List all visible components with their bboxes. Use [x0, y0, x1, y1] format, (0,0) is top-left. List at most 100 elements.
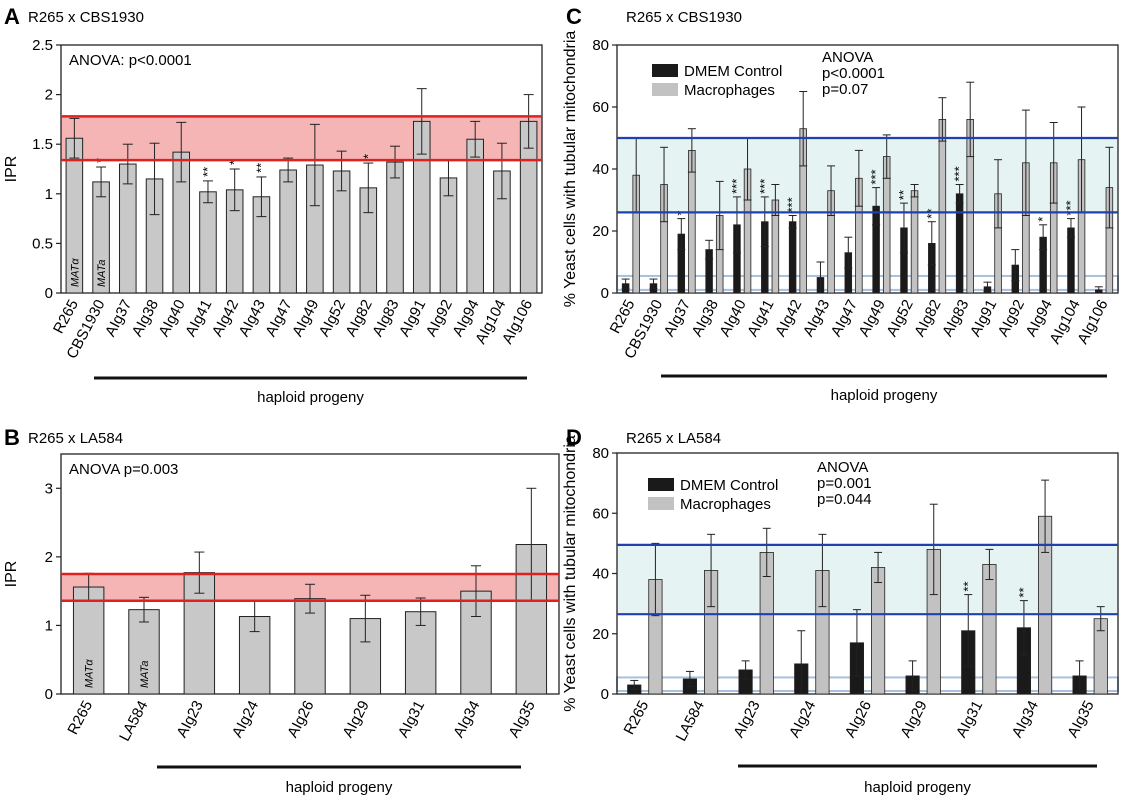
y-tick-label: 1 — [45, 617, 53, 634]
significance-mark: ** — [960, 581, 975, 591]
y-tick-label: 40 — [592, 161, 609, 178]
y-axis-label: % Yeast cells with tubular mitochondria — [562, 31, 579, 308]
bar-aig94 — [466, 138, 484, 294]
category-label: AIg91 — [967, 297, 1000, 340]
category-label: AIg37 — [661, 297, 694, 340]
anova-annotation: ANOVA — [817, 459, 868, 476]
category-label: AIg47 — [828, 297, 861, 340]
legend-swatch-macrophages — [652, 83, 678, 96]
y-tick-label: 60 — [592, 99, 609, 116]
control-bar-aig42 — [788, 221, 797, 294]
bar-aig83 — [386, 161, 404, 294]
mating-type-label: MATa — [96, 259, 108, 287]
category-label: AIg83 — [939, 297, 972, 340]
bar-r265 — [72, 586, 105, 695]
group-label: haploid progeny — [286, 779, 393, 796]
macrophage-bar-aig82 — [938, 119, 947, 294]
significance-mark: ** — [1016, 587, 1031, 597]
significance-mark: *** — [729, 179, 744, 194]
significance-mark: * — [1035, 217, 1050, 222]
category-label: AIg31 — [395, 698, 428, 741]
mating-type-label: MATα — [84, 659, 96, 688]
y-tick-label: 0 — [45, 686, 53, 703]
category-label: AIg34 — [450, 698, 483, 741]
group-label: haploid progeny — [257, 389, 364, 406]
mating-type-label: MATa — [139, 660, 151, 688]
panel-title: R265 x CBS1930 — [626, 9, 742, 26]
y-tick-label: 3 — [45, 480, 53, 497]
anova-annotation: p=0.001 — [817, 475, 872, 492]
reference-band — [61, 116, 542, 161]
legend-label-macrophages: Macrophages — [680, 496, 771, 513]
category-label: AIg41 — [744, 297, 777, 340]
significance-mark: * — [360, 154, 375, 159]
panel-d: D R265 x LA584 0 20 40 60 80 % Yeast cells wi… — [562, 425, 1119, 796]
category-label: R265 — [64, 698, 96, 738]
significance-mark: ** — [924, 209, 939, 219]
y-tick-label: 2 — [45, 87, 53, 104]
anova-annotation: ANOVA: p<0.0001 — [69, 52, 192, 69]
reference-band — [617, 544, 1118, 615]
category-label: AIg34 — [1009, 698, 1042, 741]
significance-mark: *** — [868, 169, 883, 184]
category-label: AIg26 — [842, 698, 875, 741]
category-label: AIg82 — [911, 297, 944, 340]
significance-mark: ** — [253, 163, 268, 173]
legend-label-macrophages: Macrophages — [684, 82, 775, 99]
panel-letter: B — [4, 425, 20, 450]
legend-swatch-control — [652, 64, 678, 77]
significance-mark: *** — [757, 179, 772, 194]
bar-la584 — [128, 609, 160, 695]
group-label: haploid progeny — [864, 779, 971, 796]
panel-title: R265 x CBS1930 — [28, 9, 144, 26]
category-label: AIg35 — [505, 698, 538, 741]
category-label: AIg40 — [716, 297, 749, 340]
category-label: AIg23 — [730, 698, 763, 741]
y-tick-label: 2 — [45, 549, 53, 566]
macrophage-bar-aig52 — [910, 190, 919, 294]
group-label: haploid progeny — [831, 387, 938, 404]
panel-letter: D — [566, 425, 582, 450]
panel-title: R265 x LA584 — [28, 430, 123, 447]
y-tick-label: 0 — [601, 686, 609, 703]
y-tick-label: 80 — [592, 37, 609, 54]
y-tick-label: 1.5 — [32, 136, 53, 153]
reference-band — [617, 138, 1118, 213]
category-label: AIg38 — [689, 297, 722, 340]
y-tick-label: 40 — [592, 566, 609, 583]
bar-aig41 — [199, 191, 217, 294]
y-tick-label: 60 — [592, 505, 609, 522]
y-axis-label: % Yeast cells with tubular mitochondria — [562, 435, 579, 712]
significance-mark: *** — [785, 197, 800, 212]
category-label: AIg49 — [856, 297, 889, 340]
y-tick-label: 20 — [592, 223, 609, 240]
panel-b: B R265 x LA584 0 1 2 3 IPR MATα MATa ANOVA p=0.… — [3, 425, 560, 796]
panel-title: R265 x LA584 — [626, 430, 721, 447]
category-label: AIg35 — [1064, 698, 1097, 741]
legend-label-control: DMEM Control — [680, 477, 778, 494]
panel-a: A R265 x CBS1930 00.511.522.5IPR*******M… — [3, 4, 543, 406]
category-label: AIg24 — [229, 698, 262, 741]
significance-mark: *** — [952, 166, 967, 181]
category-label: AIg23 — [173, 698, 206, 741]
category-label: AIg29 — [897, 698, 930, 741]
anova-annotation: ANOVA — [822, 49, 873, 66]
significance-mark: ** — [200, 167, 215, 177]
category-label: AIg42 — [772, 297, 805, 340]
category-label: LA584 — [673, 698, 708, 744]
y-axis-label: IPR — [3, 156, 20, 183]
legend-swatch-control — [648, 478, 674, 491]
significance-mark: * — [227, 160, 242, 165]
y-axis-label: IPR — [3, 561, 20, 588]
panel-letter: C — [566, 4, 582, 29]
category-label: AIg29 — [339, 698, 372, 741]
y-tick-label: 2.5 — [32, 37, 53, 54]
bar-aig26 — [294, 598, 326, 695]
anova-annotation: p=0.07 — [822, 81, 868, 98]
legend-label-control: DMEM Control — [684, 63, 782, 80]
category-label: AIg26 — [284, 698, 317, 741]
bar-aig47 — [279, 169, 297, 294]
category-label: AIg31 — [953, 698, 986, 741]
significance-mark: ** — [896, 190, 911, 200]
category-label: LA584 — [116, 698, 151, 744]
